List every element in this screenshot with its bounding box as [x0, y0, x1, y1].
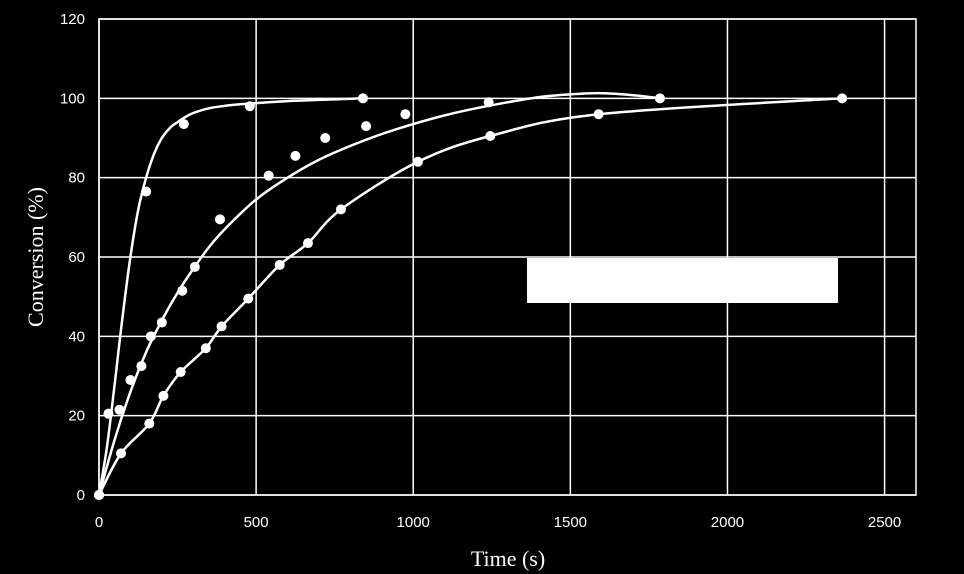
- data-point-series-3: [175, 367, 186, 378]
- data-point-series-2: [156, 317, 167, 328]
- data-point-series-2: [483, 97, 494, 108]
- data-point-series-3: [158, 390, 169, 401]
- x-axis-label: Time (s): [471, 546, 545, 571]
- x-tick-label: 1000: [397, 514, 430, 531]
- data-point-series-2: [114, 404, 125, 415]
- y-tick-label: 0: [77, 487, 85, 504]
- y-tick-label: 100: [60, 90, 85, 107]
- x-tick-label: 1500: [554, 514, 587, 531]
- data-point-series-3: [593, 109, 604, 120]
- data-point-series-3: [302, 238, 313, 249]
- data-point-series-2: [189, 261, 200, 272]
- data-point-series-2: [136, 361, 147, 372]
- data-point-series-1: [103, 408, 114, 419]
- x-tick-label: 0: [95, 514, 103, 531]
- y-tick-label: 120: [60, 11, 85, 28]
- fit-curve-3: [97, 97, 843, 496]
- data-point-series-2: [320, 133, 331, 143]
- y-tick-label: 40: [68, 328, 85, 345]
- y-axis-label: Conversion (%): [23, 187, 48, 327]
- data-point-series-2: [654, 93, 665, 104]
- y-tick-label: 80: [68, 170, 85, 187]
- data-point-series-2: [177, 285, 188, 296]
- data-point-series-2: [290, 150, 301, 161]
- data-point-series-1: [141, 186, 152, 197]
- data-point-series-3: [243, 293, 254, 304]
- data-point-series-1: [244, 101, 255, 112]
- data-point-series-3: [335, 204, 346, 215]
- data-point-series-2: [263, 170, 274, 181]
- data-point-series-2: [214, 214, 225, 225]
- data-point-series-2: [361, 121, 372, 132]
- data-point-series-3: [200, 343, 211, 354]
- data-point-series-3: [412, 156, 423, 167]
- gridlines: [98, 18, 917, 496]
- fit-curve-1: [97, 97, 364, 496]
- data-point-series-3: [837, 93, 848, 104]
- data-point-series-2: [145, 331, 156, 342]
- data-point-series-3: [274, 259, 285, 270]
- data-point-series-1: [357, 93, 368, 104]
- x-tick-label: 2000: [711, 514, 744, 531]
- data-point-series-2: [400, 109, 411, 120]
- x-tick-label: 500: [244, 514, 269, 531]
- data-point-series-1: [178, 119, 189, 130]
- tick-labels: 0 20 40 60 80 100 120 0 500 1000 1500 2000 2500: [60, 11, 901, 531]
- fit-curve-2: [97, 91, 661, 496]
- data-point-series-3: [485, 131, 496, 142]
- data-point-series-2: [125, 374, 136, 385]
- x-tick-label: 2500: [868, 514, 901, 531]
- data-points: [94, 93, 848, 500]
- legend-box: [527, 258, 838, 303]
- y-tick-label: 20: [68, 408, 85, 425]
- data-point-series-3: [94, 490, 104, 500]
- data-point-series-3: [115, 448, 126, 459]
- y-tick-label: 60: [68, 249, 85, 266]
- data-point-series-3: [144, 418, 155, 429]
- fit-curves: [97, 91, 843, 496]
- data-point-series-3: [216, 321, 227, 332]
